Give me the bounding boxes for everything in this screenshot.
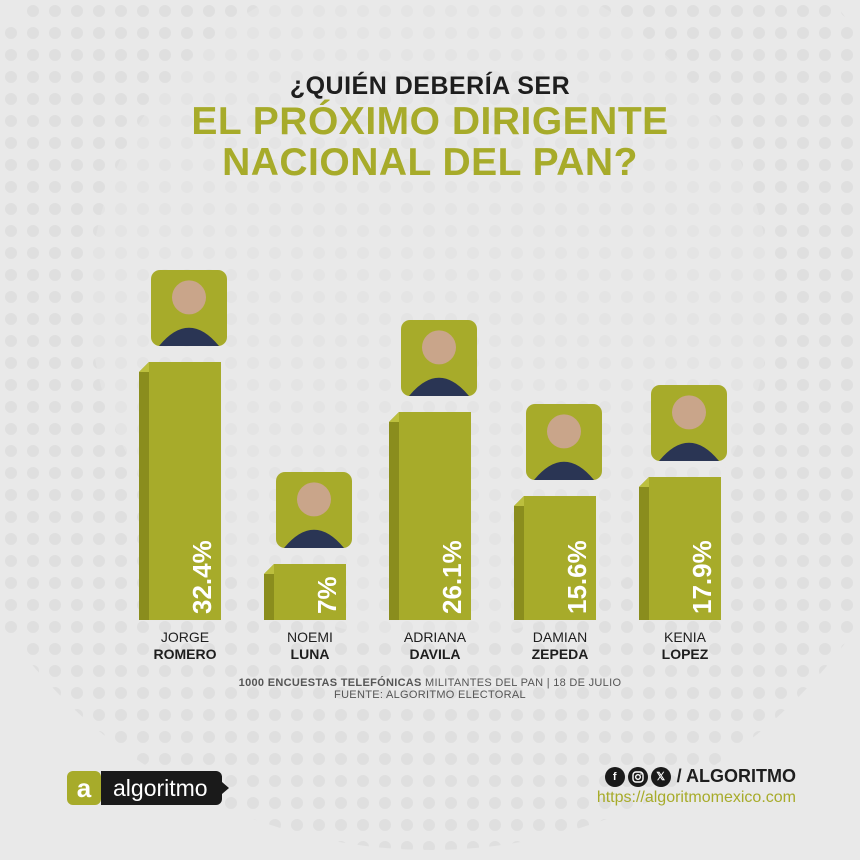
candidate-face-5 [672,395,706,430]
social-handle: / ALGORITMO [676,766,796,786]
candidate-face-4 [547,414,581,449]
candidate-last-name-1: ROMERO [154,646,217,662]
candidate-body-4 [534,461,594,480]
bar-2 [274,564,346,620]
source-note-line-2: FUENTE: ALGORITMO ELECTORAL [334,689,526,701]
chart-title-question: ¿QUIÉN DEBERÍA SER [289,72,571,100]
chart-title-line-2: NACIONAL DEL PAN? [222,141,638,184]
bar-5 [649,477,721,620]
chart-title-line-1: EL PRÓXIMO DIRIGENTE [191,100,669,143]
bar-side [639,477,649,620]
candidate-face-2 [297,482,331,517]
bar-side [139,362,149,620]
candidate-first-name-4: DAMIAN [533,629,587,645]
value-label-3: 26.1% [437,540,467,614]
candidate-last-name-3: DAVILA [409,646,460,662]
source-note-line-1: 1000 ENCUESTAS TELEFÓNICAS MILITANTES DE… [0,677,860,689]
value-label-1: 32.4% [187,540,217,614]
candidate-body-2 [284,529,344,548]
facebook-icon[interactable]: f [604,766,625,787]
instagram-icon[interactable] [627,766,648,787]
candidate-first-name-1: JORGE [161,629,209,645]
source-survey-detail: MILITANTES DEL PAN | 18 DE JULIO [421,677,622,689]
value-label-4: 15.6% [562,540,592,614]
bar-1 [149,362,221,620]
candidate-body-5 [659,442,719,461]
candidate-body-3 [409,377,469,396]
candidate-face-3 [422,330,456,365]
candidate-face-1 [172,280,206,315]
algoritmo-logo[interactable]: a algoritmo [67,770,261,806]
website-url[interactable]: https://algoritmomexico.com [596,789,796,806]
bar-side [514,496,524,620]
x-icon[interactable]: 𝕏 [650,766,671,787]
candidate-last-name-5: LOPEZ [662,646,709,662]
bar-side [264,564,274,620]
candidate-first-name-3: ADRIANA [404,629,467,645]
bar-side [389,412,399,620]
logo-tail-icon [221,782,229,794]
bar-3 [399,412,471,620]
value-label-2: 7% [312,576,342,614]
candidate-first-name-2: NOEMI [287,629,333,645]
logo-mark-icon: a [67,771,101,805]
candidate-body-1 [159,327,219,346]
candidate-last-name-4: ZEPEDA [532,646,589,662]
candidate-last-name-2: LUNA [291,646,330,662]
bar-4 [524,496,596,620]
social-handles: f 𝕏 / ALGORITMO [604,766,796,787]
candidate-first-name-5: KENIA [664,629,707,645]
logo-wordmark: algoritmo [101,771,222,805]
value-label-5: 17.9% [687,540,717,614]
source-survey-count: 1000 ENCUESTAS TELEFÓNICAS [238,677,422,689]
